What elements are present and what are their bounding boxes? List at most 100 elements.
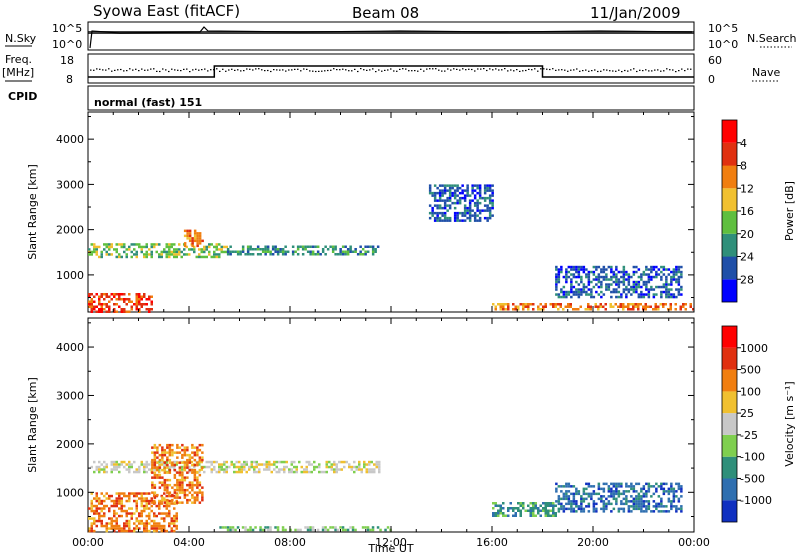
data-cell xyxy=(130,255,133,259)
data-cell xyxy=(365,463,368,466)
data-cell xyxy=(612,507,616,511)
data-cell xyxy=(443,184,447,187)
data-cell xyxy=(428,204,432,207)
data-cell xyxy=(451,191,454,195)
data-cell xyxy=(181,483,184,487)
data-cell xyxy=(181,486,184,489)
data-cell xyxy=(441,199,444,202)
data-cell xyxy=(602,278,606,281)
data-cell xyxy=(453,211,457,215)
data-cell xyxy=(168,522,171,525)
data-cell xyxy=(140,502,143,505)
data-cell xyxy=(303,470,306,474)
data-cell xyxy=(178,250,181,254)
data-cell xyxy=(595,265,598,269)
data-cell xyxy=(200,248,203,251)
nave-dot xyxy=(177,69,179,71)
data-cell xyxy=(554,512,557,515)
nave-dot xyxy=(204,68,206,70)
data-cell xyxy=(580,290,583,294)
data-cell xyxy=(198,473,202,477)
data-cell xyxy=(665,505,668,508)
data-cell xyxy=(178,496,182,499)
data-cell xyxy=(371,248,375,251)
data-cell xyxy=(433,211,437,215)
data-cell xyxy=(181,481,184,484)
nave-dot xyxy=(186,68,188,70)
data-cell xyxy=(168,504,171,508)
data-cell xyxy=(333,463,336,466)
data-cell xyxy=(120,529,123,533)
data-cell xyxy=(605,278,608,281)
data-cell xyxy=(155,524,158,528)
data-cell xyxy=(577,308,580,311)
nave-dot xyxy=(654,69,656,71)
data-cell xyxy=(246,250,250,253)
data-cell xyxy=(186,463,189,467)
data-cell xyxy=(664,303,667,306)
data-cell xyxy=(233,463,236,466)
data-cell xyxy=(647,502,651,506)
data-cell xyxy=(163,463,166,466)
data-cell xyxy=(478,216,482,220)
data-cell xyxy=(128,499,131,503)
data-cell xyxy=(582,507,586,511)
data-cell xyxy=(476,204,479,207)
data-cell xyxy=(529,514,532,517)
nave-dot xyxy=(354,68,356,70)
data-cell xyxy=(625,273,628,276)
data-cell xyxy=(310,470,313,474)
data-cell xyxy=(125,529,128,533)
data-cell xyxy=(632,507,636,511)
data-cell xyxy=(488,196,492,200)
data-cell xyxy=(627,290,631,294)
data-cell xyxy=(657,505,661,508)
data-cell xyxy=(120,507,123,510)
data-cell xyxy=(612,288,616,291)
data-cell xyxy=(355,468,358,471)
data-cell xyxy=(632,502,636,506)
data-cell xyxy=(635,502,638,506)
colorbar-swatch xyxy=(722,279,737,303)
data-cell xyxy=(110,463,113,466)
data-cell xyxy=(90,303,93,306)
data-cell xyxy=(567,502,571,506)
data-cell xyxy=(617,295,621,299)
data-cell xyxy=(491,204,494,207)
data-cell xyxy=(627,485,631,488)
data-cell xyxy=(125,509,128,513)
data-cell xyxy=(595,510,598,513)
data-cell xyxy=(378,465,381,469)
data-cell xyxy=(446,184,449,187)
data-cell xyxy=(577,507,581,511)
data-cell xyxy=(93,305,96,308)
data-cell xyxy=(173,514,176,518)
x-axis-label: Time UT xyxy=(367,542,413,554)
data-cell xyxy=(178,473,182,477)
data-cell xyxy=(249,248,252,251)
data-cell xyxy=(120,509,123,513)
data-cell xyxy=(560,268,563,271)
data-cell xyxy=(110,494,113,498)
data-cell xyxy=(110,470,113,474)
data-cell xyxy=(331,526,335,529)
data-cell xyxy=(120,298,123,301)
data-cell xyxy=(637,497,641,501)
data-cell xyxy=(193,250,196,254)
data-cell xyxy=(140,499,143,503)
data-cell xyxy=(353,465,356,469)
data-cell xyxy=(181,501,184,504)
data-cell xyxy=(572,290,576,294)
data-cell xyxy=(554,305,557,308)
data-cell xyxy=(203,250,206,254)
data-cell xyxy=(529,507,532,510)
nave-dot xyxy=(357,70,359,73)
data-cell xyxy=(163,478,167,482)
data-cell xyxy=(637,507,641,511)
data-cell xyxy=(660,500,663,503)
data-cell xyxy=(186,453,189,457)
data-cell xyxy=(585,290,588,294)
data-cell xyxy=(610,502,613,506)
data-cell xyxy=(645,507,648,511)
data-cell xyxy=(617,285,621,289)
